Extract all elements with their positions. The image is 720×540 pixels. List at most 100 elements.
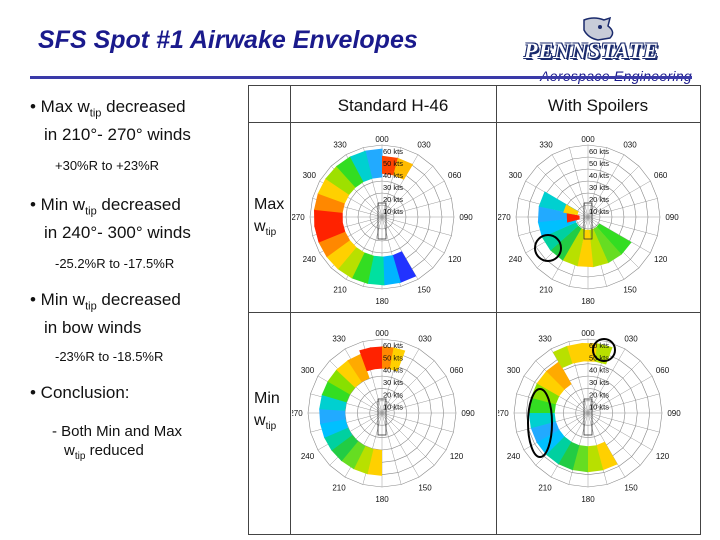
envelope-segment xyxy=(566,213,580,223)
pennstate-wordmark: PENNSTATE xyxy=(524,38,659,63)
bullet-conclusion: • Conclusion: xyxy=(30,383,130,402)
polar-spoke xyxy=(381,412,454,433)
envelope-segment xyxy=(389,347,406,372)
envelope-segment xyxy=(349,150,373,182)
polar-spoke xyxy=(381,165,434,218)
table-top-border xyxy=(248,85,701,86)
envelope-segment xyxy=(314,193,345,213)
table-col-divider-2 xyxy=(496,85,497,535)
envelope-segment xyxy=(546,361,572,390)
polar-spoke xyxy=(587,360,641,414)
polar-spoke xyxy=(587,165,640,218)
polar-spoke xyxy=(587,198,658,218)
speed-label: 30 kts xyxy=(589,378,609,387)
polar-spoke xyxy=(381,360,435,414)
table-right-border xyxy=(700,85,701,535)
polar-spoke xyxy=(587,412,660,433)
heading-label: 300 xyxy=(509,171,523,180)
polar-plot-max-spoilers: 000 60 kts 50 kts 40 kts 30 kts 20 kts 10 kts 3… xyxy=(498,135,679,306)
polar-spoke xyxy=(587,412,641,466)
heading-label: 300 xyxy=(301,366,315,375)
heading-label: 180 xyxy=(581,297,595,306)
envelope-segment xyxy=(382,155,399,176)
heading-label: 180 xyxy=(581,495,595,504)
envelope-segment xyxy=(314,209,343,227)
bullet-min-wtip-1: • Min wtip decreased in 240°- 300° winds xyxy=(30,195,191,243)
envelope-segment xyxy=(367,448,382,476)
envelope-segment xyxy=(550,225,582,261)
heading-label-000: 000 xyxy=(581,329,595,338)
envelope-segment xyxy=(318,231,350,258)
heading-label: 090 xyxy=(459,213,473,222)
ship-outline xyxy=(583,202,593,240)
heading-label: 090 xyxy=(667,409,681,418)
row-label-max: Max wtip xyxy=(254,196,285,239)
speed-label: 10 kts xyxy=(383,207,403,216)
heading-label: 330 xyxy=(538,335,552,344)
envelope-segment xyxy=(331,434,359,462)
heading-label: 240 xyxy=(507,452,521,461)
envelope-segment xyxy=(596,223,632,255)
table-header-divider xyxy=(248,122,701,123)
bullet-min-wtip-2: • Min wtip decreased in bow winds xyxy=(30,290,181,338)
envelope-segment xyxy=(314,222,346,243)
speed-label: 20 kts xyxy=(383,195,403,204)
polar-spoke xyxy=(381,412,435,466)
heading-label: 090 xyxy=(665,213,679,222)
speed-label: 60 kts xyxy=(383,147,403,156)
heading-label: 270 xyxy=(498,213,511,222)
highlight-circle xyxy=(592,338,616,362)
envelope-segment xyxy=(370,346,383,370)
heading-label: 030 xyxy=(624,335,638,344)
envelope-segment xyxy=(353,445,374,475)
envelope-segment xyxy=(351,252,374,284)
table-col-divider-1 xyxy=(290,85,291,535)
envelope-segment xyxy=(359,347,375,372)
bullet-min1-note: -25.2%R to -17.5%R xyxy=(55,256,175,271)
heading-label: 120 xyxy=(450,452,464,461)
envelope-segment xyxy=(593,226,622,264)
heading-label: 090 xyxy=(461,409,475,418)
polar-spoke xyxy=(381,375,447,414)
heading-label: 330 xyxy=(332,335,346,344)
polar-spoke xyxy=(587,180,651,218)
heading-label: 060 xyxy=(450,366,464,375)
heading-label: 270 xyxy=(292,213,305,222)
envelope-segment xyxy=(326,240,357,270)
heading-label: 060 xyxy=(448,171,462,180)
speed-label: 60 kts xyxy=(589,147,609,156)
ship-outline xyxy=(377,398,387,436)
polar-spoke xyxy=(381,412,447,451)
speed-label: 20 kts xyxy=(589,195,609,204)
speed-label: 30 kts xyxy=(589,183,609,192)
slide-title: SFS Spot #1 Airwake Envelopes xyxy=(38,26,418,54)
speed-label: 40 kts xyxy=(589,366,609,375)
envelope-segment xyxy=(365,148,383,179)
table-bottom-border xyxy=(248,534,701,535)
envelope-segment xyxy=(383,255,401,286)
bullet-max-wtip: • Max wtip decreased in 210°- 270° winds xyxy=(30,97,191,145)
heading-label: 030 xyxy=(417,140,431,149)
envelope-segment xyxy=(545,436,572,465)
heading-label: 150 xyxy=(418,484,432,493)
envelope-segment xyxy=(566,342,584,364)
polar-spoke xyxy=(569,147,589,218)
speed-label: 50 kts xyxy=(589,159,609,168)
envelope-segment xyxy=(587,445,604,473)
heading-label: 210 xyxy=(332,484,346,493)
polar-spoke xyxy=(381,180,445,218)
speed-label: 60 kts xyxy=(383,341,403,350)
polar-spoke xyxy=(381,412,402,485)
speed-label: 20 kts xyxy=(589,390,609,399)
speed-label: 50 kts xyxy=(383,159,403,168)
conclusion-detail: - Both Min and Max wtip reduced xyxy=(52,423,183,462)
polar-spoke xyxy=(587,216,658,236)
speed-label: 10 kts xyxy=(589,207,609,216)
envelope-segment xyxy=(537,206,576,223)
heading-label: 240 xyxy=(303,255,317,264)
heading-label: 150 xyxy=(624,484,638,493)
heading-label: 270 xyxy=(292,409,303,418)
envelope-segment xyxy=(541,222,579,251)
envelope-segment xyxy=(367,255,385,286)
envelope-segment xyxy=(589,228,609,268)
